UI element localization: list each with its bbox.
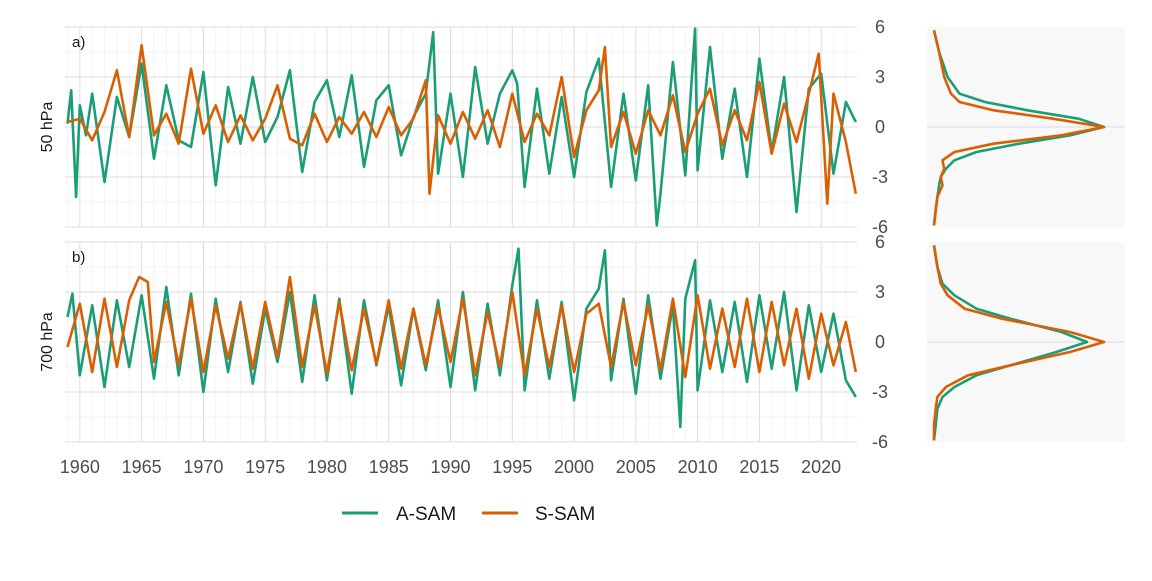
x-tick-label: 1960: [60, 457, 100, 477]
y-tick-label: 6: [875, 232, 885, 252]
x-tick-label: 2010: [678, 457, 718, 477]
x-tick-label: 2005: [616, 457, 656, 477]
density-curve-s-sam: [932, 245, 1106, 441]
y-tick-label: 3: [875, 67, 885, 87]
x-tick-label: 1980: [307, 457, 347, 477]
x-tick-label: 1985: [369, 457, 409, 477]
y-tick-label: 0: [875, 332, 885, 352]
legend: A-SAM S-SAM: [342, 504, 595, 525]
density-curve-a-sam: [932, 30, 1106, 226]
legend-label-s-sam: S-SAM: [535, 504, 595, 525]
x-tick-label: 2020: [801, 457, 841, 477]
density-curve-s-sam: [932, 30, 1106, 226]
x-tick-label: 1965: [122, 457, 162, 477]
density-curves: [932, 30, 1106, 441]
x-tick-label: 2000: [554, 457, 594, 477]
density-curve-a-sam: [932, 245, 1089, 441]
y-tick-label: -6: [872, 217, 888, 237]
legend-label-a-sam: A-SAM: [396, 504, 456, 525]
x-tick-label: 1990: [430, 457, 470, 477]
series-line-a-sam: [66, 27, 857, 227]
y-tick-label: -6: [872, 432, 888, 452]
y-tick-label: 3: [875, 282, 885, 302]
y-tick-label: -3: [872, 382, 888, 402]
series-lines: [66, 27, 858, 429]
x-tick-label: 1995: [492, 457, 532, 477]
x-tick-label: 2015: [739, 457, 779, 477]
panel-tag-b: b): [72, 249, 85, 266]
x-tick-label: 1975: [245, 457, 285, 477]
grid-lines: [65, 26, 1125, 443]
series-line-s-sam: [67, 43, 858, 205]
panel-tag-a: a): [72, 34, 85, 51]
series-line-s-sam: [66, 275, 858, 381]
y-tick-label: 0: [875, 117, 885, 137]
y-axis-label-700hpa: 700 hPa: [39, 312, 56, 372]
y-axis-label-50hpa: 50 hPa: [39, 102, 56, 153]
y-tick-label: 6: [875, 17, 885, 37]
x-tick-label: 1970: [183, 457, 223, 477]
y-tick-label: -3: [872, 167, 888, 187]
